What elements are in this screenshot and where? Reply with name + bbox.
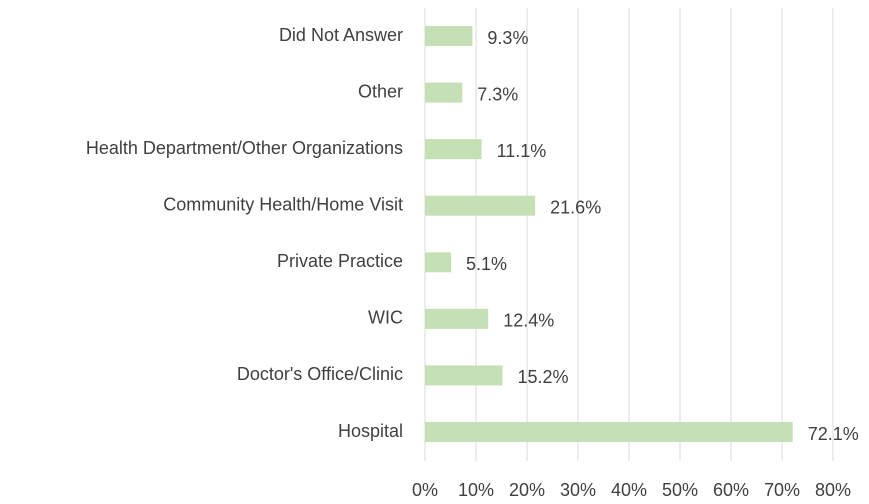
value-label: 5.1% xyxy=(466,254,507,274)
value-label: 7.3% xyxy=(477,84,518,104)
y-tick-label: Doctor's Office/Clinic xyxy=(237,364,403,384)
x-tick-label: 30% xyxy=(560,480,596,500)
x-tick-label: 40% xyxy=(611,480,647,500)
x-tick-label: 50% xyxy=(662,480,698,500)
y-tick-label: Hospital xyxy=(338,421,403,441)
value-label: 11.1% xyxy=(497,141,547,161)
value-label: 9.3% xyxy=(487,28,528,48)
x-tick-label: 0% xyxy=(412,480,438,500)
x-tick-label: 60% xyxy=(713,480,749,500)
bar xyxy=(425,139,482,160)
x-tick-label: 80% xyxy=(815,480,851,500)
x-tick-label: 20% xyxy=(509,480,545,500)
bar xyxy=(425,308,489,329)
y-tick-label: WIC xyxy=(368,308,403,328)
bar xyxy=(425,252,452,273)
x-tick-label: 10% xyxy=(458,480,494,500)
bar xyxy=(425,26,473,46)
bar xyxy=(425,195,536,216)
bar xyxy=(425,82,463,103)
bar xyxy=(425,422,793,442)
value-label: 72.1% xyxy=(808,424,859,444)
y-tick-label: Private Practice xyxy=(277,251,403,271)
value-label: 21.6% xyxy=(550,197,601,217)
value-label: 12.4% xyxy=(503,311,554,331)
bar xyxy=(425,365,503,386)
y-tick-label: Other xyxy=(358,81,403,101)
y-tick-label: Did Not Answer xyxy=(279,25,403,45)
y-tick-label: Community Health/Home Visit xyxy=(163,194,403,214)
y-tick-label: Health Department/Other Organizations xyxy=(86,138,403,158)
x-tick-label: 70% xyxy=(764,480,800,500)
value-label: 15.2% xyxy=(518,367,569,387)
